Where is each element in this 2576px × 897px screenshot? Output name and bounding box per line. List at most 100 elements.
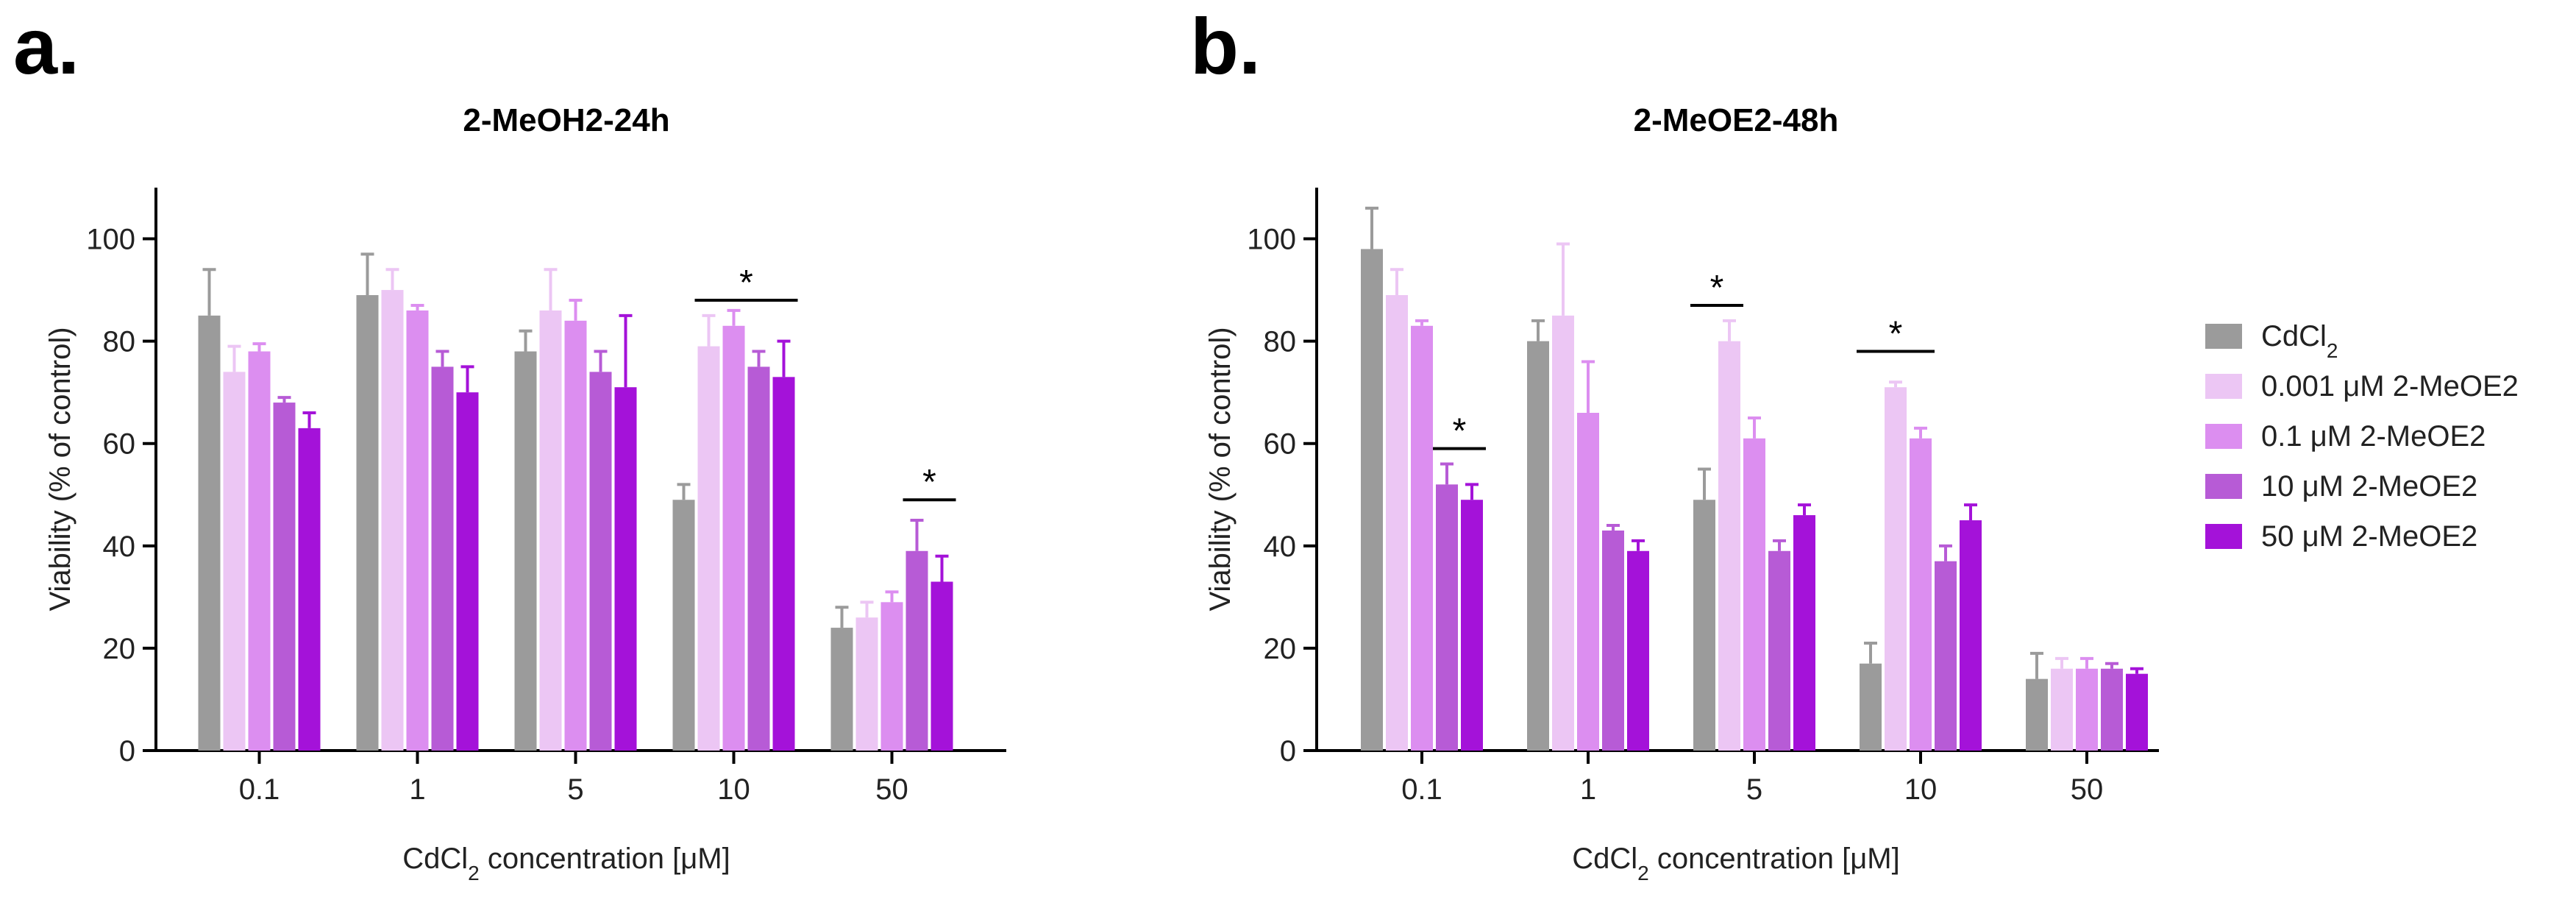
bar <box>298 428 321 751</box>
legend-label: 0.001 μM 2-MeOE2 <box>2261 370 2519 403</box>
bar <box>830 628 853 751</box>
chart-a: a. 2-MeOH2-24h 0 20 40 60 80 100 Viability (% of… <box>13 1 1006 884</box>
x-axis-label: CdCl2 concentration [μM] <box>1572 843 1899 884</box>
bar <box>539 310 562 751</box>
bar <box>406 310 429 751</box>
bar <box>381 290 404 751</box>
y-tick-label: 100 <box>1247 224 1296 256</box>
bar <box>1743 438 1765 751</box>
bar <box>1577 413 1599 751</box>
y-tick-label: 0 <box>119 735 135 767</box>
bar <box>1411 325 1433 751</box>
legend-swatch <box>2205 524 2242 549</box>
x-tick-label: 10 <box>1904 773 1938 806</box>
legend: CdCl2 0.001 μM 2-MeOE2 0.1 μM 2-MeOE2 10 μM… <box>2205 320 2519 553</box>
bar <box>905 550 928 751</box>
y-tick-label: 80 <box>1264 326 1297 358</box>
bar <box>198 315 221 751</box>
bar <box>672 500 695 751</box>
bar <box>1527 341 1549 751</box>
bar <box>1693 500 1715 751</box>
legend-label: CdCl2 <box>2261 320 2338 362</box>
x-tick-label: 5 <box>1746 773 1762 806</box>
bar <box>2051 668 2073 751</box>
bar <box>931 581 953 751</box>
legend-swatch <box>2205 424 2242 449</box>
bar <box>1386 295 1408 751</box>
bar <box>589 372 612 751</box>
bar <box>1552 315 1574 751</box>
y-tick-label: 60 <box>103 428 136 461</box>
bar <box>1860 663 1882 751</box>
bar <box>722 325 745 751</box>
x-tick-label: 5 <box>567 773 583 806</box>
y-tick-label: 0 <box>1280 735 1296 767</box>
y-tick-label: 80 <box>103 326 136 358</box>
chart-b: b. 2-MeOE2-48h 0 20 40 60 80 100 Viability (% of… <box>1190 1 2159 884</box>
bar <box>1793 515 1815 751</box>
x-tick-label: 1 <box>1580 773 1596 806</box>
bar <box>747 366 770 751</box>
bar <box>855 617 878 751</box>
bar <box>1960 520 1982 751</box>
bar <box>2101 668 2123 751</box>
bar <box>772 377 795 751</box>
bar <box>1718 341 1740 751</box>
bar <box>1461 500 1483 751</box>
x-tick-label: 1 <box>409 773 425 806</box>
chart-title: 2-MeOE2-48h <box>1634 102 1839 138</box>
legend-label: 50 μM 2-MeOE2 <box>2261 520 2477 553</box>
legend-swatch <box>2205 474 2242 499</box>
x-tick-label: 0.1 <box>239 773 280 806</box>
bar <box>564 320 587 751</box>
bar <box>456 392 479 751</box>
bar <box>697 346 720 751</box>
bar <box>2076 668 2098 751</box>
bar <box>248 351 271 751</box>
y-axis-label: Viability (% of control) <box>1204 327 1237 611</box>
bar <box>1885 387 1907 751</box>
bar <box>431 366 454 751</box>
bar <box>223 372 246 751</box>
bar <box>1602 530 1624 751</box>
legend-swatch <box>2205 374 2242 399</box>
bar <box>1361 249 1383 751</box>
y-tick-label: 60 <box>1264 428 1297 461</box>
bar <box>1436 484 1458 751</box>
chart-title: 2-MeOH2-24h <box>463 102 669 138</box>
legend-label: 0.1 μM 2-MeOE2 <box>2261 420 2486 453</box>
bar <box>1627 550 1649 751</box>
y-tick-label: 100 <box>86 224 135 256</box>
x-tick-label: 50 <box>875 773 908 806</box>
x-axis-label: CdCl2 concentration [μM] <box>402 843 730 884</box>
panel-label: a. <box>13 1 79 91</box>
legend-label: 10 μM 2-MeOE2 <box>2261 470 2477 503</box>
bar <box>514 351 537 751</box>
y-tick-label: 40 <box>103 531 136 563</box>
x-tick-label: 10 <box>717 773 750 806</box>
panel-label: b. <box>1190 1 1261 91</box>
y-tick-label: 20 <box>1264 633 1297 665</box>
legend-swatch <box>2205 324 2242 349</box>
x-tick-label: 0.1 <box>1401 773 1442 806</box>
significance-star: * <box>922 463 936 502</box>
bar <box>1768 550 1790 751</box>
bar <box>614 387 637 751</box>
x-tick-label: 50 <box>2071 773 2104 806</box>
y-axis-label: Viability (% of control) <box>44 327 77 611</box>
significance-star: * <box>1453 412 1467 451</box>
significance-star: * <box>1710 269 1724 308</box>
bar <box>1910 438 1932 751</box>
bar <box>273 403 296 751</box>
significance-star: * <box>1889 315 1903 354</box>
bar <box>2126 673 2148 751</box>
bar <box>880 602 903 751</box>
bar <box>2026 678 2048 751</box>
y-tick-label: 20 <box>103 633 136 665</box>
bar <box>356 295 379 751</box>
significance-star: * <box>739 263 753 302</box>
y-tick-label: 40 <box>1264 531 1297 563</box>
bar <box>1935 561 1957 751</box>
